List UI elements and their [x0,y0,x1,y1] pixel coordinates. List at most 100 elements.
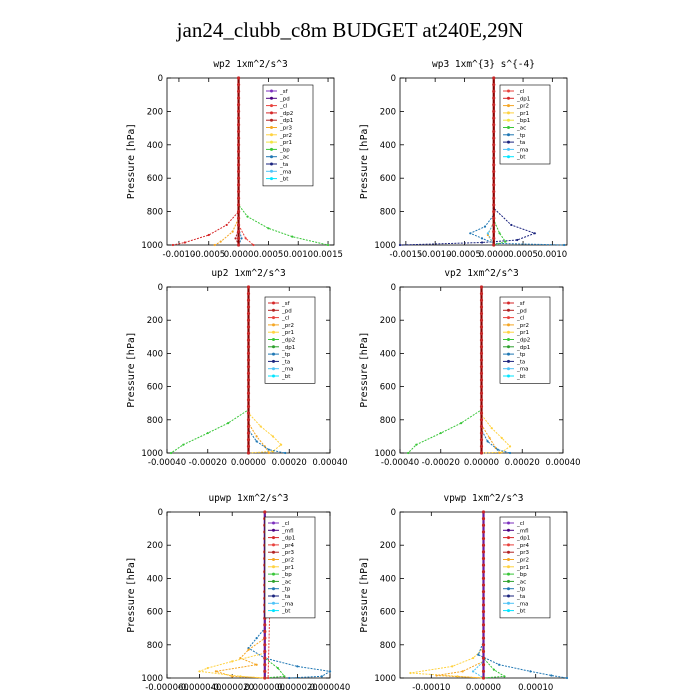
zero-profile-marker [479,358,484,362]
legend-entry: _pr1 [281,330,294,336]
data-point [498,232,501,235]
x-tick-label: 0.000000 [245,683,286,693]
y-axis-label: Pressure [hPa] [359,124,370,199]
zero-profile-marker [481,669,486,673]
legend-entry: _ta [281,359,290,365]
legend-marker [507,301,510,305]
legend-entry: _ac [281,579,291,585]
legend-entry: _tp [281,352,291,358]
legend-marker [272,330,275,334]
x-tick-label: 0.00000 [464,458,499,468]
legend-marker [270,169,273,173]
data-point [234,237,237,240]
legend-entry: _pr1 [516,111,529,117]
zero-profile-marker [246,418,251,422]
data-point [486,440,489,443]
legend-entry: _ma [516,367,528,373]
x-tick-label: -0.00020 [189,458,227,468]
legend-marker [507,126,510,129]
zero-profile-marker [492,96,496,100]
zero-profile-marker [246,305,251,309]
zero-profile-marker [263,656,267,660]
legend-marker [272,367,275,371]
x-tick-label: 0.00020 [505,458,540,468]
zero-profile-marker [492,243,496,247]
legend-marker [270,126,273,129]
zero-profile-marker [481,510,486,514]
zero-profile-marker [479,424,484,429]
data-point [169,451,173,455]
y-axis-label: Pressure [hPa] [359,332,370,407]
legend-entry: _pr1 [516,565,529,571]
panel-title: up2 1xm^2/s^3 [211,268,285,279]
legend-marker [272,345,275,349]
x-tick-label: 0.00020 [272,458,307,468]
legend-entry: _pr3 [279,126,293,132]
y-tick-label: 400 [380,574,396,584]
panel-4: vp2 1xm^2/s^3 Pressure [hPa] 0 200 400 600 800… [359,268,581,468]
data-point [550,674,553,677]
y-axis-label: Pressure [hPa] [126,332,137,407]
y-tick-label: 600 [147,608,163,618]
legend-entry: _ma [279,169,291,175]
panel-5: upwp 1xm^2/s^3 Pressure [hPa] 0 200 400 600 80… [126,493,350,693]
x-tick-label: -0.00040 [148,458,186,468]
x-tick-label: 0.0000 [224,250,254,260]
panel-title: upwp 1xm^2/s^3 [208,493,288,504]
legend-entry: _dp1 [279,118,293,124]
legend-entry: _pr2 [516,323,529,329]
y-axis-label: Pressure [hPa] [359,557,370,632]
zero-profile-marker [246,404,251,409]
series-line [436,512,484,679]
data-point [415,443,418,446]
data-point [498,663,501,666]
data-point [255,440,258,443]
legend-entry: _tp [516,352,526,358]
zero-profile-marker [481,610,486,614]
zero-profile-marker [479,311,484,316]
zero-profile-marker [263,510,267,514]
zero-profile-marker [246,358,251,362]
zero-profile-marker [492,230,496,234]
y-tick-label: 200 [380,316,396,326]
y-tick-label: 800 [147,208,163,218]
zero-profile-marker [263,676,267,680]
y-tick-label: 0 [391,508,396,518]
y-tick-label: 800 [147,416,163,426]
legend-marker [272,352,275,356]
figure-title: jan24_clubb_c8m BUDGET at240E,29N [176,18,524,42]
legend-entry: _ma [516,601,528,607]
y-axis-label: Pressure [hPa] [126,557,137,632]
zero-profile-marker [492,109,496,113]
x-tick-label: -0.0005 [192,250,225,260]
zero-profile-marker [246,292,251,296]
data-point [439,431,442,435]
x-tick-label: 0.0005 [254,250,284,260]
data-point [284,451,287,455]
zero-profile-marker [236,236,241,240]
data-point [276,666,279,670]
zero-profile-marker [246,398,251,402]
zero-profile-marker [479,345,484,349]
zero-profile-marker [479,411,484,415]
legend-marker [270,111,273,115]
legend-entry: _ta [279,162,288,168]
legend-marker [270,89,273,93]
zero-profile-marker [492,189,496,194]
zero-profile-marker [246,411,251,415]
legend-marker [272,359,275,363]
series-line [214,78,240,246]
legend-marker [272,338,275,341]
data-point [252,243,255,247]
y-tick-label: 600 [380,608,396,618]
zero-profile-marker [492,156,496,160]
data-point [490,427,493,430]
x-tick-label: -0.00040 [381,458,419,468]
legend-marker [270,155,273,159]
zero-profile-marker [246,365,251,369]
zero-profile-marker [236,210,241,214]
zero-profile-marker [492,129,496,134]
data-point [283,675,286,678]
y-tick-label: 400 [147,349,163,359]
